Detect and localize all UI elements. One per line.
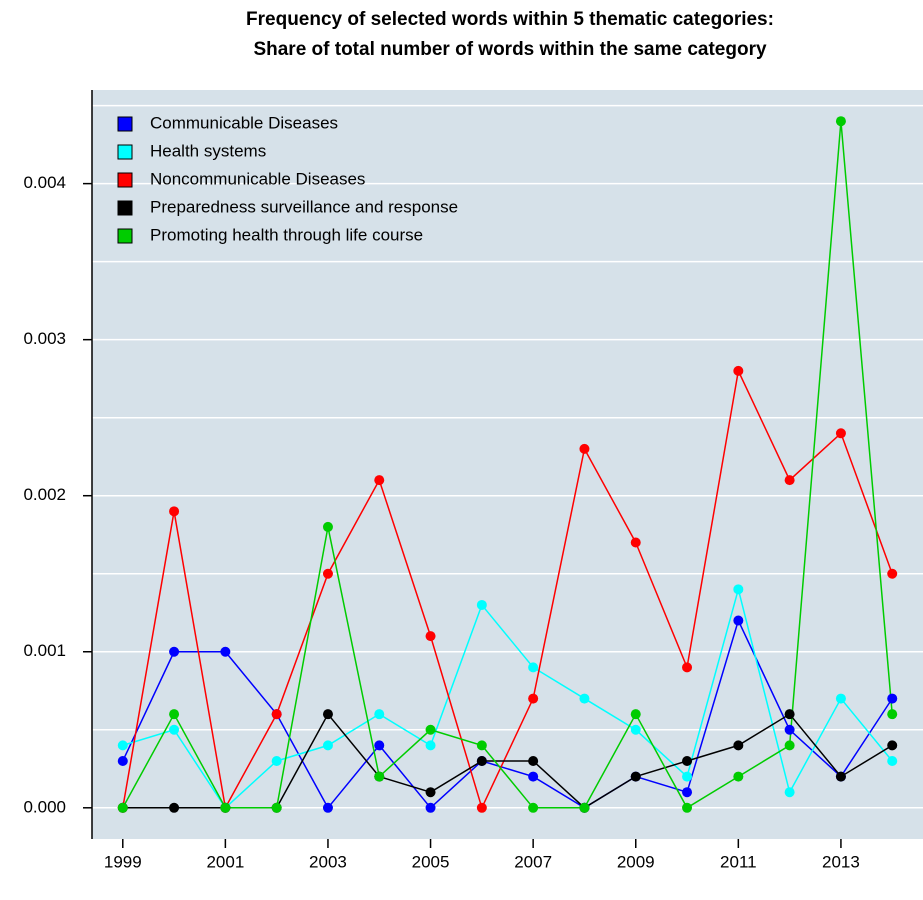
- data-point: [784, 709, 795, 720]
- data-point: [322, 709, 333, 720]
- data-point: [835, 428, 846, 439]
- legend-label: Preparedness surveillance and response: [150, 197, 458, 216]
- data-point: [528, 662, 539, 673]
- legend-swatch: [117, 144, 133, 160]
- x-tick-label: 2009: [617, 852, 655, 871]
- data-point: [630, 709, 641, 720]
- data-point: [374, 740, 385, 751]
- data-point: [322, 740, 333, 751]
- y-tick-label: 0.001: [23, 641, 66, 660]
- y-tick-label: 0.002: [23, 485, 66, 504]
- data-point: [374, 709, 385, 720]
- data-point: [271, 802, 282, 813]
- data-point: [220, 802, 231, 813]
- data-point: [425, 724, 436, 735]
- chart-title: Share of total number of words within th…: [253, 39, 767, 60]
- data-point: [579, 802, 590, 813]
- data-point: [322, 802, 333, 813]
- data-point: [682, 662, 693, 673]
- data-point: [733, 740, 744, 751]
- data-point: [322, 521, 333, 532]
- data-point: [887, 693, 898, 704]
- data-point: [682, 755, 693, 766]
- data-point: [887, 568, 898, 579]
- legend-swatch: [117, 172, 133, 188]
- data-point: [835, 693, 846, 704]
- data-point: [733, 771, 744, 782]
- data-point: [476, 740, 487, 751]
- data-point: [528, 755, 539, 766]
- series-line: [122, 121, 893, 809]
- data-point: [169, 802, 180, 813]
- data-point: [733, 615, 744, 626]
- series-line: [122, 618, 893, 810]
- legend-label: Communicable Diseases: [150, 113, 338, 132]
- data-point: [425, 740, 436, 751]
- data-point: [528, 693, 539, 704]
- series-line: [122, 586, 893, 809]
- data-point: [630, 724, 641, 735]
- legend-label: Noncommunicable Diseases: [150, 169, 365, 188]
- data-point: [733, 584, 744, 595]
- data-point: [579, 443, 590, 454]
- data-point: [682, 802, 693, 813]
- data-point: [117, 740, 128, 751]
- legend-swatch: [117, 116, 133, 132]
- x-tick-label: 1999: [104, 852, 142, 871]
- legend-swatch: [117, 200, 133, 216]
- data-point: [579, 693, 590, 704]
- data-point: [271, 755, 282, 766]
- data-point: [630, 771, 641, 782]
- data-point: [784, 475, 795, 486]
- data-point: [784, 724, 795, 735]
- data-point: [425, 802, 436, 813]
- data-point: [887, 755, 898, 766]
- chart-title: Frequency of selected words within 5 the…: [246, 9, 774, 30]
- data-point: [784, 740, 795, 751]
- x-tick-label: 2001: [206, 852, 244, 871]
- data-point: [682, 771, 693, 782]
- x-tick-label: 2011: [720, 852, 757, 871]
- data-point: [835, 771, 846, 782]
- data-point: [528, 802, 539, 813]
- data-point: [220, 646, 231, 657]
- data-point: [374, 771, 385, 782]
- x-tick-label: 2005: [412, 852, 450, 871]
- plot-background: [92, 90, 923, 839]
- data-point: [169, 709, 180, 720]
- data-point: [476, 802, 487, 813]
- data-point: [887, 709, 898, 720]
- x-tick-label: 2013: [822, 852, 860, 871]
- data-point: [169, 724, 180, 735]
- data-point: [528, 771, 539, 782]
- series-line: [122, 368, 893, 811]
- legend-swatch: [117, 228, 133, 244]
- data-point: [835, 116, 846, 127]
- x-tick-label: 2003: [309, 852, 347, 871]
- data-point: [784, 787, 795, 798]
- y-tick-label: 0.003: [23, 329, 66, 348]
- y-tick-label: 0.000: [23, 797, 66, 816]
- data-point: [322, 568, 333, 579]
- data-point: [476, 755, 487, 766]
- legend-label: Health systems: [150, 141, 266, 160]
- data-point: [169, 506, 180, 517]
- data-point: [425, 787, 436, 798]
- data-point: [630, 537, 641, 548]
- legend-label: Promoting health through life course: [150, 225, 423, 244]
- data-point: [733, 365, 744, 376]
- data-point: [271, 709, 282, 720]
- data-point: [117, 802, 128, 813]
- data-point: [169, 646, 180, 657]
- x-tick-label: 2007: [514, 852, 552, 871]
- data-point: [117, 755, 128, 766]
- data-point: [425, 631, 436, 642]
- data-point: [374, 475, 385, 486]
- data-point: [476, 599, 487, 610]
- data-point: [887, 740, 898, 751]
- data-point: [682, 787, 693, 798]
- y-tick-label: 0.004: [23, 173, 66, 192]
